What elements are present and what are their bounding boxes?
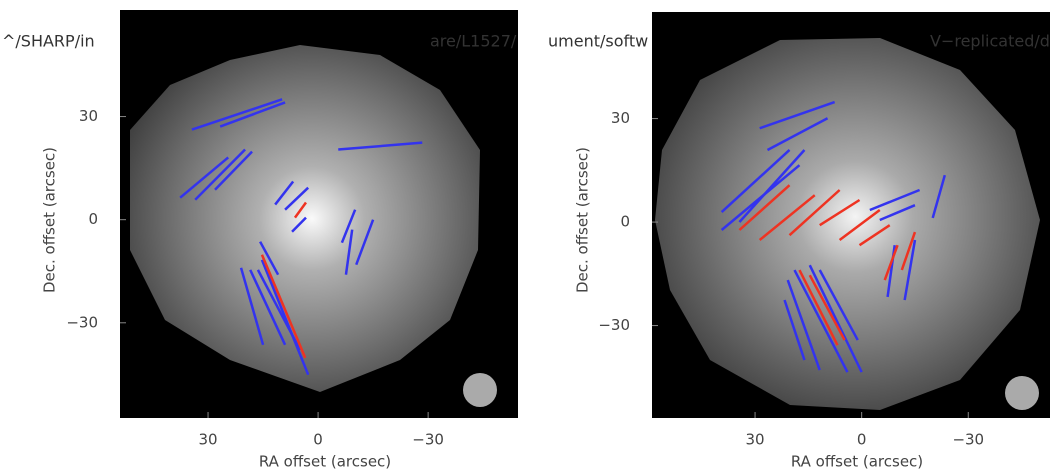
x-tick-label: −30 <box>952 431 984 449</box>
x-axis-label: RA offset (arcsec) <box>259 453 391 471</box>
y-tick-label: 30 <box>79 107 98 125</box>
y-tick-label: 30 <box>611 109 630 127</box>
x-tick-label: 0 <box>313 431 323 449</box>
x-tick-label: 0 <box>857 431 867 449</box>
path-fragment: are/L1527/ <box>430 32 517 51</box>
path-fragment: ^/SHARP/in <box>2 32 95 51</box>
y-tick-label: 0 <box>620 213 630 231</box>
beam <box>463 373 497 407</box>
path-fragment: V−replicated/d <box>930 32 1050 51</box>
x-tick-label: 30 <box>746 431 765 449</box>
x-tick-label: 30 <box>198 431 217 449</box>
beam <box>1005 376 1039 410</box>
y-axis-label: Dec. offset (arcsec) <box>574 147 592 293</box>
y-tick-label: −30 <box>598 316 630 334</box>
path-fragment: ument/softw <box>548 32 648 51</box>
x-axis-label: RA offset (arcsec) <box>791 453 923 471</box>
figure: 30 0 −30 30 0 −30 RA offset (arcsec) Dec. offse… <box>0 0 1050 474</box>
x-tick-label: −30 <box>412 431 444 449</box>
page: {"chart_data": [ {"type": "vector", "pat… <box>0 0 1050 474</box>
y-tick-label: −30 <box>66 313 98 331</box>
y-tick-label: 0 <box>88 210 98 228</box>
y-axis-label: Dec. offset (arcsec) <box>41 147 59 293</box>
